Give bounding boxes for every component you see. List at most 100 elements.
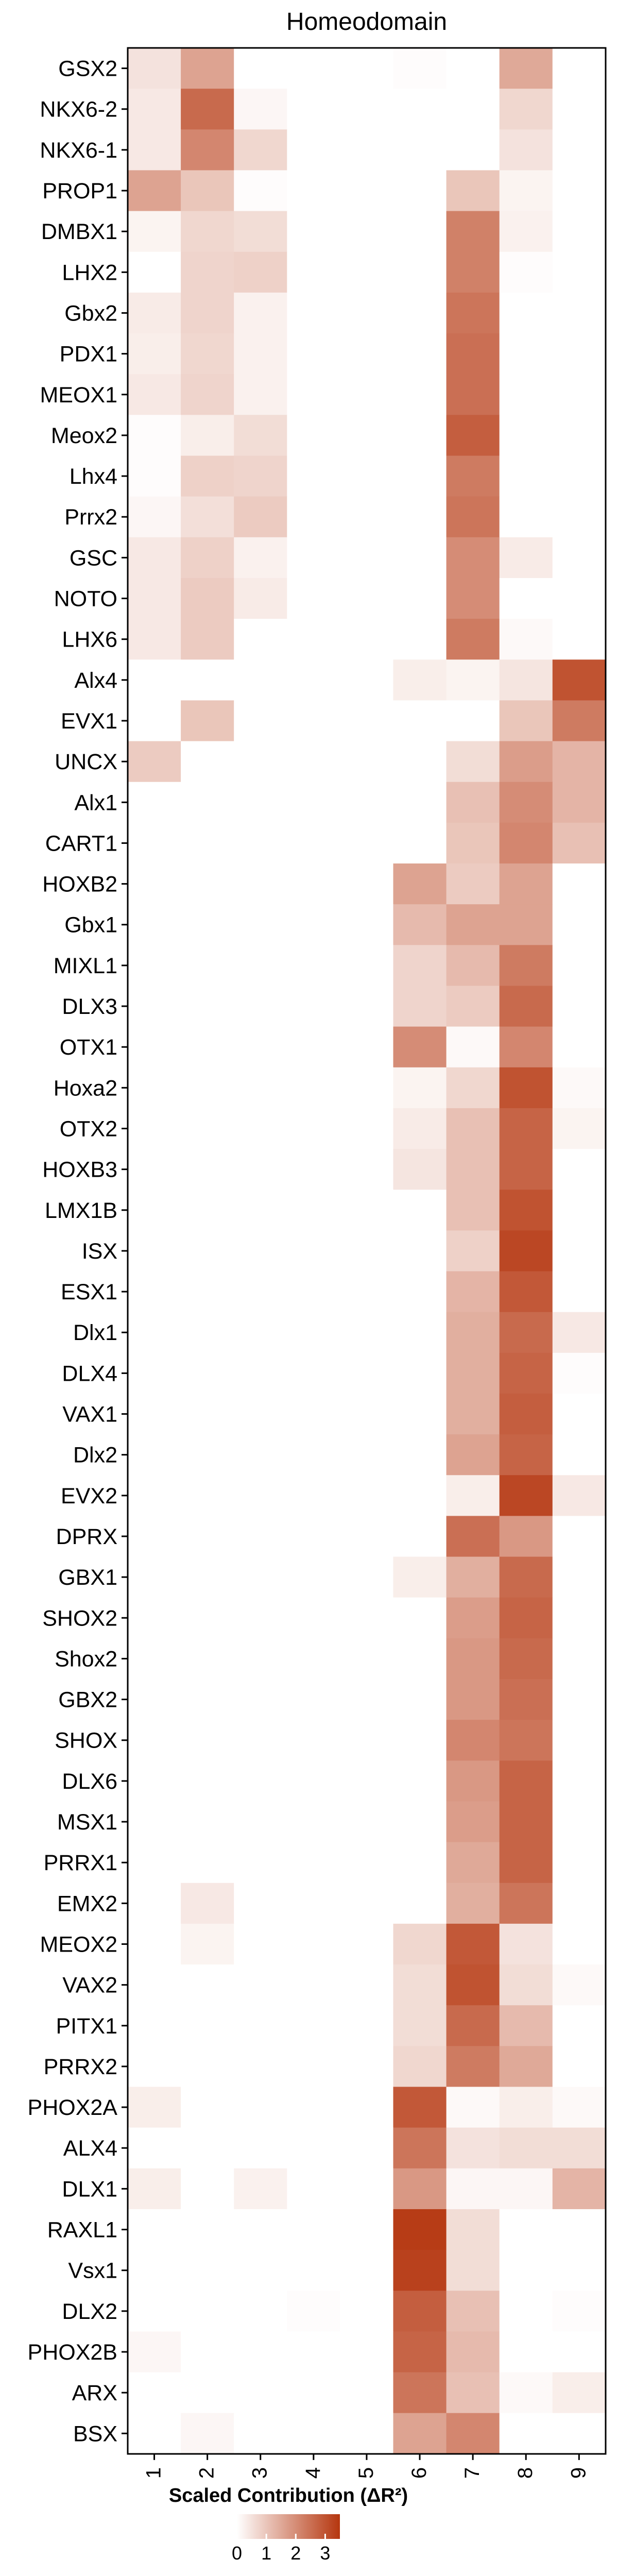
heatmap-cell [234, 89, 287, 130]
heatmap-cell [393, 2168, 447, 2210]
heatmap-cell [393, 1556, 447, 1598]
heatmap-cell [340, 2209, 394, 2250]
heatmap-cell [446, 129, 500, 171]
heatmap-cell [128, 2331, 181, 2373]
heatmap-cell [393, 1760, 447, 1802]
heatmap-cell [128, 2005, 181, 2046]
heatmap-cell [234, 1597, 287, 1639]
heatmap-cell [499, 945, 553, 987]
heatmap-cell [181, 1434, 234, 1476]
row-label: EMX2 [57, 1891, 117, 1916]
heatmap-cell [181, 1312, 234, 1353]
heatmap-cell [393, 1352, 447, 1394]
legend-tick-label: 3 [320, 2543, 330, 2564]
heatmap-cell [234, 2005, 287, 2046]
heatmap-cell [446, 1516, 500, 1557]
row-label: MIXL1 [54, 954, 117, 978]
heatmap-cell [234, 1720, 287, 1761]
heatmap-cell [552, 1679, 606, 1720]
plot-border [127, 47, 607, 2455]
heatmap-cell [552, 863, 606, 905]
heatmap-cell [552, 1475, 606, 1516]
heatmap-cell [128, 537, 181, 579]
heatmap-cell [552, 1638, 606, 1680]
heatmap-cell [181, 251, 234, 293]
heatmap-cell [393, 904, 447, 945]
row-label: Gbx1 [64, 913, 117, 938]
heatmap-cell [234, 48, 287, 89]
heatmap-cell [128, 2372, 181, 2414]
heatmap-cell [287, 2087, 340, 2128]
heatmap-cell [499, 415, 553, 456]
heatmap-cell [499, 2291, 553, 2332]
heatmap-cell [287, 1271, 340, 1313]
heatmap-cell [234, 2413, 287, 2454]
heatmap-cell [552, 1067, 606, 1109]
heatmap-cell [446, 2046, 500, 2088]
heatmap-cell [446, 2372, 500, 2414]
heatmap-cell [234, 1026, 287, 1068]
heatmap-cell [340, 1434, 394, 1476]
heatmap-cell [446, 1393, 500, 1435]
heatmap-cell [393, 1434, 447, 1476]
heatmap-cell [499, 863, 553, 905]
heatmap-cell [234, 700, 287, 742]
heatmap-cell [499, 2168, 553, 2210]
heatmap-cell [340, 415, 394, 456]
heatmap-cell [393, 2250, 447, 2291]
heatmap-cell [234, 2168, 287, 2210]
row-label: PITX1 [56, 2014, 118, 2039]
heatmap-cell [393, 1149, 447, 1190]
heatmap-cell [499, 1760, 553, 1802]
legend-colorbar [237, 2514, 340, 2539]
heatmap-cell [287, 1516, 340, 1557]
heatmap-cell [234, 1638, 287, 1680]
heatmap-cell [552, 251, 606, 293]
heatmap-cell [128, 1393, 181, 1435]
heatmap-cell [446, 741, 500, 783]
heatmap-cell [393, 48, 447, 89]
heatmap-cell [393, 211, 447, 252]
heatmap-cell [128, 415, 181, 456]
heatmap-cell [234, 1393, 287, 1435]
column-label: 1 [143, 2467, 165, 2479]
heatmap-cell [234, 170, 287, 212]
heatmap-cell [128, 1271, 181, 1313]
heatmap-cell [446, 1720, 500, 1761]
heatmap-cell [393, 2005, 447, 2046]
heatmap-cell [128, 129, 181, 171]
heatmap-cell [552, 1760, 606, 1802]
heatmap-cell [340, 1271, 394, 1313]
heatmap-cell [340, 1230, 394, 1272]
heatmap-cell [234, 374, 287, 415]
heatmap-cell [340, 292, 394, 334]
heatmap-cell [552, 211, 606, 252]
heatmap-cell [499, 904, 553, 945]
heatmap-cell [128, 1312, 181, 1353]
heatmap-cell [181, 1230, 234, 1272]
heatmap-cell [340, 863, 394, 905]
heatmap-cells [128, 48, 606, 2454]
heatmap-cell [499, 986, 553, 1027]
column-label: 5 [355, 2467, 377, 2479]
heatmap-cell [446, 2168, 500, 2210]
heatmap-cell [287, 1108, 340, 1149]
heatmap-cell [287, 2372, 340, 2414]
heatmap-cell [340, 537, 394, 579]
row-label: GSC [70, 546, 117, 570]
heatmap-cell [499, 129, 553, 171]
heatmap-cell [234, 782, 287, 823]
heatmap-cell [393, 945, 447, 987]
heatmap-cell [234, 211, 287, 252]
row-label: PHOX2A [28, 2095, 118, 2120]
row-label: EVX2 [61, 1484, 117, 1509]
row-label: GBX2 [58, 1688, 117, 1713]
row-label: GSX2 [58, 57, 117, 81]
row-label: DLX6 [62, 1769, 117, 1794]
heatmap-cell [181, 1475, 234, 1516]
heatmap-cell [340, 333, 394, 375]
heatmap-cell [181, 48, 234, 89]
heatmap-cell [393, 1923, 447, 1965]
heatmap-cell [552, 1964, 606, 2006]
heatmap-cell [340, 1638, 394, 1680]
